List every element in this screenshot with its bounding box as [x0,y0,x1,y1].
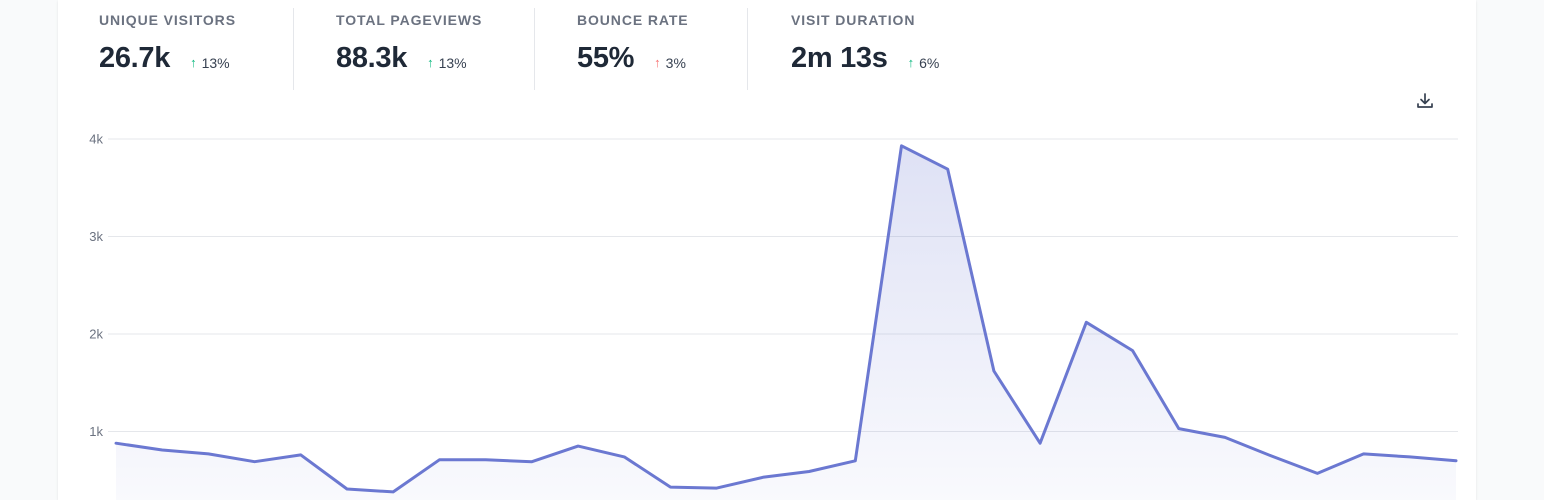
data-point[interactable] [1127,345,1139,357]
stat-unique-visitors[interactable]: UNIQUE VISITORS 26.7k ↑ 13% [99,12,236,90]
stat-total-pageviews[interactable]: TOTAL PAGEVIEWS 88.3k ↑ 13% [336,12,482,90]
data-point[interactable] [1358,448,1370,460]
arrow-up-icon: ↑ [654,55,661,70]
stat-label: VISIT DURATION [791,12,916,28]
y-tick-label: 4k [89,132,103,147]
data-point[interactable] [711,482,723,494]
y-tick-label: 1k [89,424,103,439]
y-tick-label: 3k [89,229,103,244]
stat-change: ↑ 3% [654,55,686,71]
data-point[interactable] [1450,455,1462,467]
data-point[interactable] [664,481,676,493]
arrow-up-icon: ↑ [427,55,434,70]
data-point[interactable] [1311,467,1323,479]
data-point[interactable] [1404,451,1416,463]
stat-change-value: 13% [438,54,467,71]
data-point[interactable] [942,163,954,175]
dashboard-card: UNIQUE VISITORS 26.7k ↑ 13% TOTAL PAGEVI… [58,0,1476,500]
series-area [116,145,1456,500]
download-icon [1417,93,1433,108]
stats-bar: UNIQUE VISITORS 26.7k ↑ 13% TOTAL PAGEVI… [58,0,1476,90]
stat-value: 2m 13s [791,42,888,74]
data-point[interactable] [1219,431,1231,443]
data-point[interactable] [618,451,630,463]
stat-change: ↑ 6% [908,55,940,71]
arrow-up-icon: ↑ [190,55,197,70]
stat-change-value: 6% [919,54,940,71]
data-point[interactable] [572,440,584,452]
stat-bounce-rate[interactable]: BOUNCE RATE 55% ↑ 3% [577,12,689,90]
data-point[interactable] [803,465,815,477]
data-point[interactable] [295,449,307,461]
data-point[interactable] [433,454,445,466]
data-point[interactable] [1265,450,1277,462]
stat-value: 88.3k [336,42,408,74]
stat-change: ↑ 13% [190,55,230,71]
stat-label: UNIQUE VISITORS [99,12,236,28]
series-line [114,144,1458,494]
data-point[interactable] [341,483,353,495]
stat-value: 55% [577,42,635,74]
data-point[interactable] [110,437,122,449]
arrow-up-icon: ↑ [907,55,915,70]
data-point[interactable] [757,471,769,483]
data-point[interactable] [1173,423,1185,435]
stat-divider [534,8,535,90]
download-button[interactable] [1412,88,1438,114]
stat-value: 26.7k [99,42,171,74]
y-tick-label: 2k [89,327,103,342]
data-point[interactable] [526,456,538,468]
data-point[interactable] [249,456,261,468]
stat-visit-duration[interactable]: VISIT DURATION 2m 13s ↑ 6% [791,12,939,90]
stat-change-value: 3% [665,54,686,71]
data-point[interactable] [387,486,399,498]
data-point[interactable] [988,365,1000,377]
stat-change: ↑ 13% [427,55,467,71]
data-point[interactable] [1034,437,1046,449]
data-point[interactable] [480,454,492,466]
stat-label: TOTAL PAGEVIEWS [336,12,483,28]
stat-divider [747,8,748,90]
data-point[interactable] [896,140,908,152]
stat-label: BOUNCE RATE [577,12,689,28]
data-point[interactable] [849,455,861,467]
data-point[interactable] [156,444,168,456]
stat-divider [293,8,294,90]
stat-change-value: 13% [201,54,230,71]
data-point[interactable] [1080,316,1092,328]
data-point[interactable] [202,448,214,460]
